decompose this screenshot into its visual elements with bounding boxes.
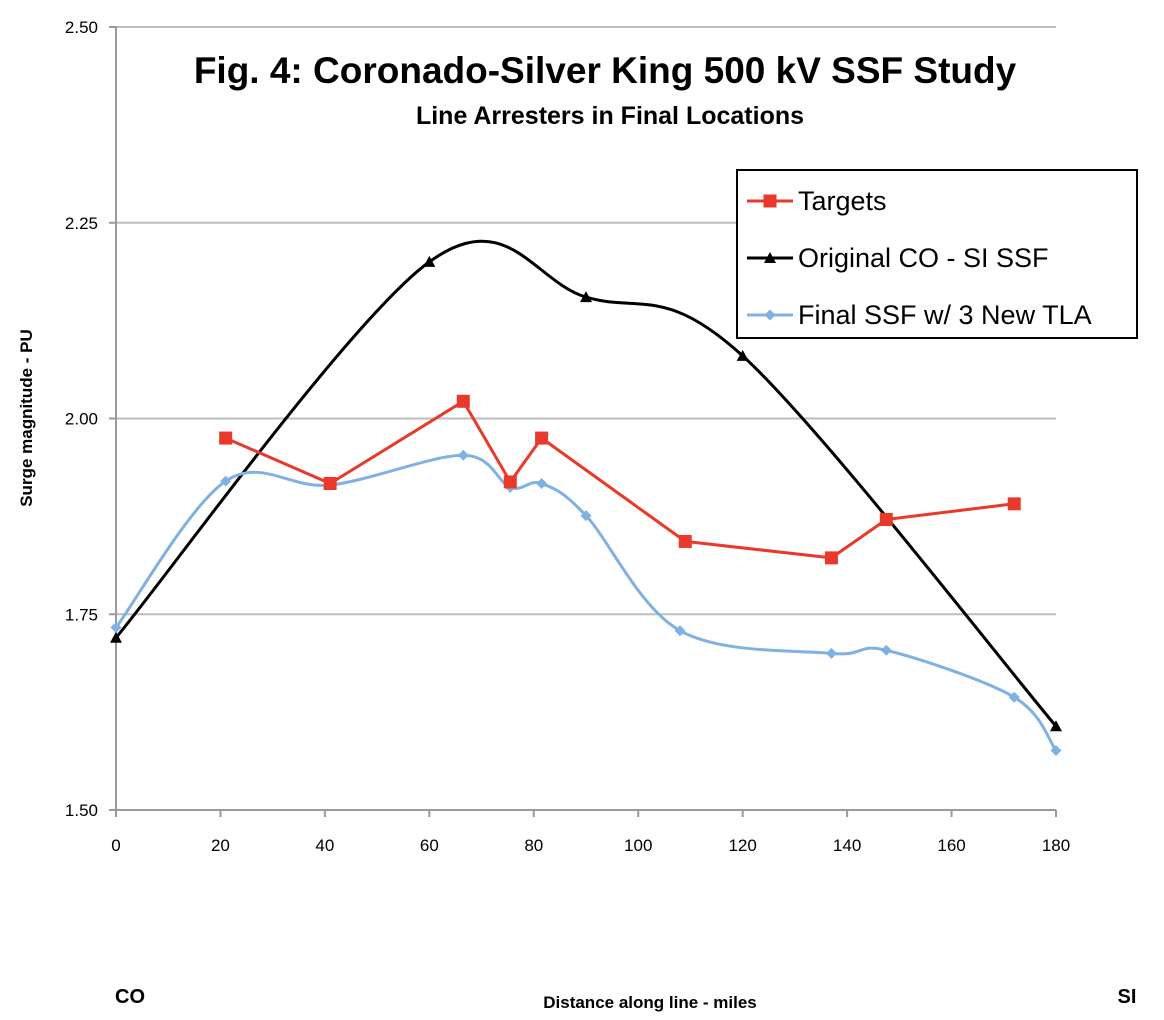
data-point	[825, 647, 837, 659]
data-point	[736, 349, 749, 361]
data-point	[110, 622, 122, 634]
data-point	[323, 476, 337, 490]
data-point	[580, 291, 592, 303]
y-axis-label: Surge magnitude - PU	[17, 329, 36, 507]
y-tick-label: 1.75	[65, 605, 98, 624]
data-point	[423, 255, 436, 267]
data-point	[678, 534, 692, 548]
x-tick-label: 160	[937, 836, 965, 855]
data-point	[580, 510, 592, 522]
x-tick-label: 40	[315, 836, 334, 855]
chart-title: Fig. 4: Coronado-Silver King 500 kV SSF …	[194, 50, 1017, 91]
data-point	[879, 513, 893, 527]
chart-subtitle: Line Arresters in Final Locations	[416, 102, 804, 130]
legend-marker	[764, 309, 776, 321]
data-point	[110, 631, 122, 643]
x-end-label: SI	[1118, 986, 1137, 1008]
data-point	[674, 625, 686, 637]
x-tick-label: 140	[833, 836, 861, 855]
tick-labels: 1.50 1.75 2.00 2.25 2.50 0 20 40 60 80 100 120 140 16…	[65, 18, 1070, 855]
legend-box	[736, 169, 1138, 339]
data-point	[536, 477, 548, 489]
data-point	[503, 475, 517, 489]
x-tick-label: 60	[420, 836, 439, 855]
legend-marker	[763, 194, 777, 208]
x-tick-label: 180	[1042, 836, 1070, 855]
data-point	[1050, 744, 1062, 756]
data-point	[1008, 691, 1020, 703]
data-point	[456, 394, 470, 408]
data-point	[1007, 497, 1021, 511]
data-point	[1050, 720, 1062, 732]
data-point	[880, 644, 892, 656]
legend-marker	[764, 252, 776, 263]
legend-label: Targets	[798, 186, 887, 216]
y-tick-label: 2.25	[65, 214, 98, 233]
series-2	[110, 449, 1062, 756]
x-tick-label: 0	[111, 836, 120, 855]
y-tick-label: 1.50	[65, 801, 98, 820]
y-tick-label: 2.00	[65, 410, 98, 429]
x-tick-label: 120	[728, 836, 756, 855]
axes	[109, 26, 1057, 817]
y-tick-label: 2.50	[65, 18, 98, 37]
x-start-label: CO	[115, 986, 145, 1008]
legend-label: Final SSF w/ 3 New TLA	[798, 300, 1092, 330]
x-tick-label: 20	[211, 836, 230, 855]
legend: Targets Original CO - SI SSF Final SSF w/ …	[736, 169, 1138, 339]
data-point	[457, 449, 469, 461]
x-tick-label: 100	[624, 836, 652, 855]
x-axis-label: Distance along line - miles	[543, 993, 757, 1012]
series-1	[110, 239, 1062, 732]
series-0	[219, 394, 1021, 565]
x-tick-label: 80	[524, 836, 543, 855]
data-point	[220, 475, 232, 487]
legend-label: Original CO - SI SSF	[798, 243, 1049, 273]
data-point	[824, 551, 838, 565]
plot-area	[110, 239, 1062, 756]
data-point	[535, 431, 549, 445]
data-point	[219, 431, 233, 445]
